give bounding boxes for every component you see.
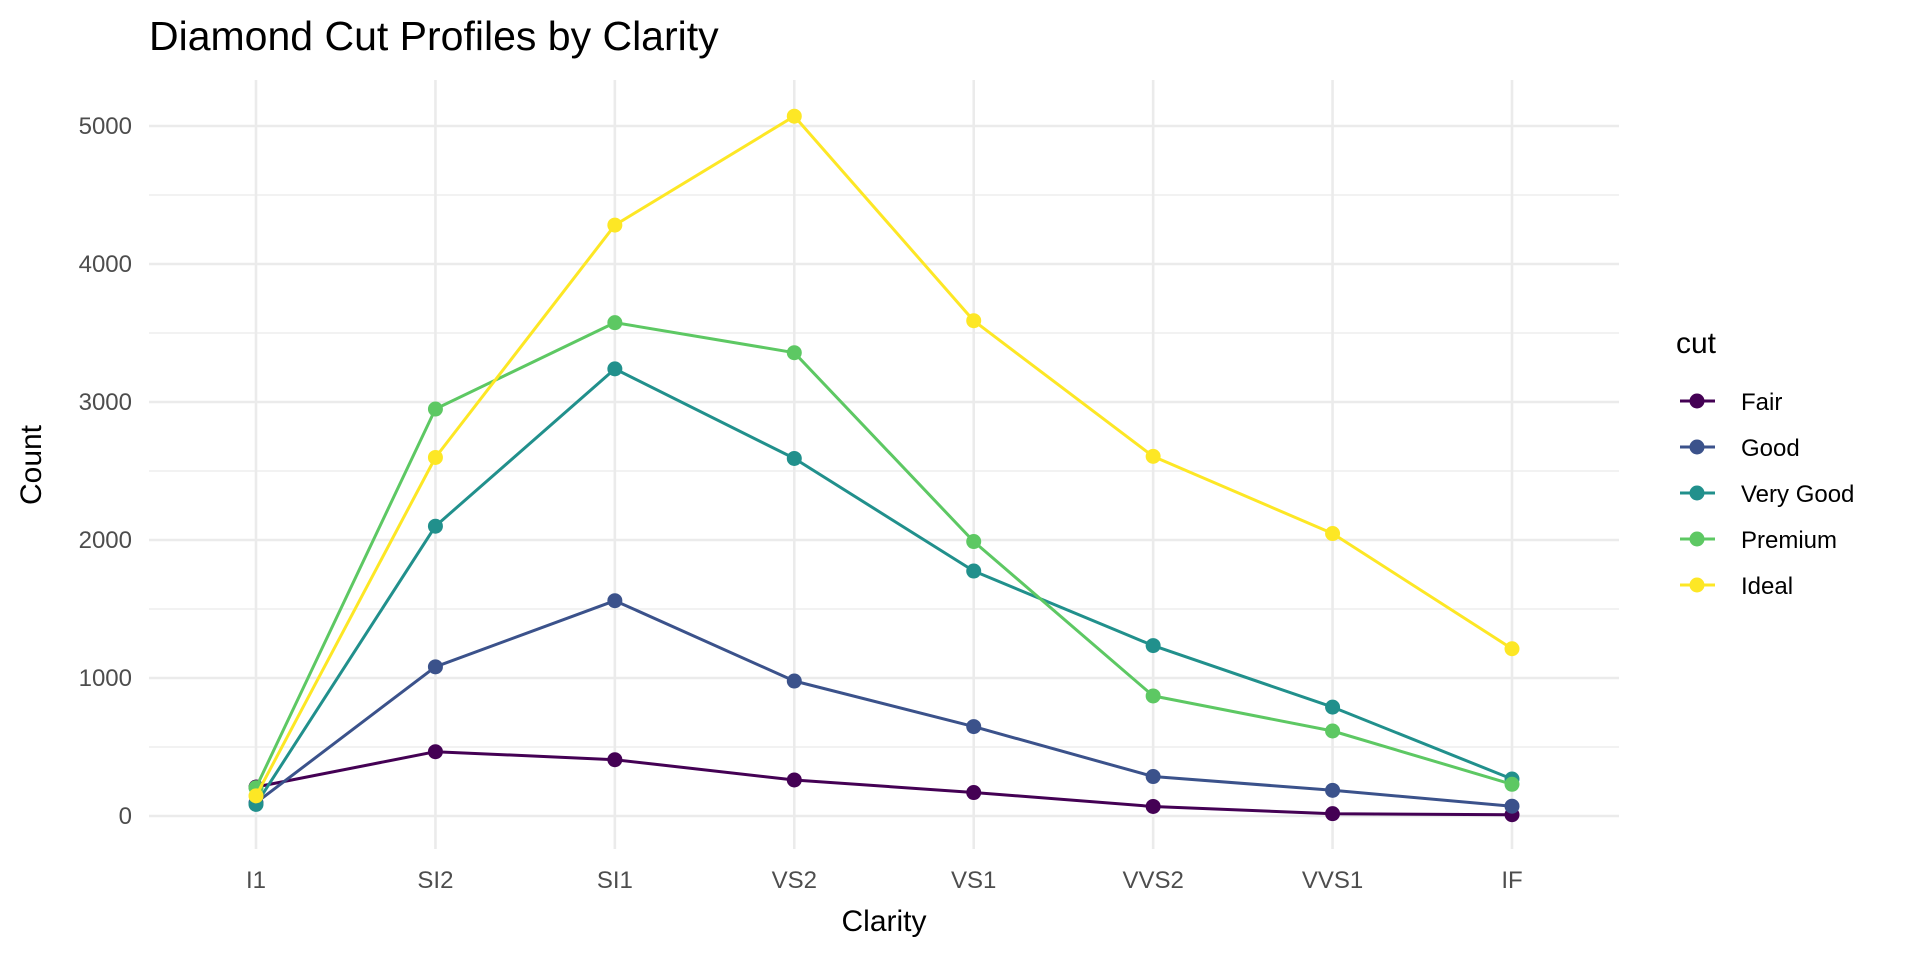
legend-label: Good	[1741, 435, 1800, 462]
legend-key-point	[1689, 393, 1705, 409]
legend-key-point	[1689, 531, 1705, 547]
legend-title: cut	[1676, 327, 1717, 360]
legend-key-point	[1689, 577, 1705, 593]
data-point-good	[607, 593, 623, 609]
data-point-fair	[1145, 798, 1161, 814]
y-axis-ticks: 0 1000 2000 3000 4000 5000	[79, 113, 132, 830]
data-point-ideal	[607, 217, 623, 233]
data-point-premium	[1145, 688, 1161, 704]
legend-key-point	[1689, 439, 1705, 455]
series-line-good	[255, 599, 1513, 808]
series-line-fair	[255, 750, 1513, 817]
series-fair	[248, 744, 1520, 823]
legend-label: Ideal	[1741, 573, 1793, 600]
legend-label: Premium	[1741, 527, 1837, 554]
x-axis-ticks: I1 SI2 SI1 VS2 VS1 VVS2 VVS1 IF	[246, 867, 1523, 894]
x-tick-label: I1	[246, 867, 266, 894]
data-point-ideal	[1504, 641, 1520, 657]
y-axis-title: Count	[15, 424, 48, 505]
data-point-fair	[427, 744, 443, 760]
data-point-good	[966, 719, 982, 735]
data-point-good	[427, 659, 443, 675]
series-premium	[248, 315, 1520, 796]
legend-label: Very Good	[1741, 481, 1854, 508]
x-tick-label: VS1	[951, 867, 996, 894]
y-tick-label: 2000	[79, 527, 132, 554]
data-point-very-good	[966, 563, 982, 579]
data-point-very-good	[607, 361, 623, 377]
data-point-ideal	[1325, 526, 1341, 542]
data-point-good	[1145, 769, 1161, 785]
x-axis-title: Clarity	[841, 905, 926, 938]
y-tick-label: 0	[119, 803, 132, 830]
data-point-ideal	[1145, 448, 1161, 464]
data-point-premium	[427, 401, 443, 417]
y-tick-label: 3000	[79, 389, 132, 416]
series-ideal	[248, 108, 1520, 804]
legend-key-point	[1689, 485, 1705, 501]
data-point-good	[1504, 798, 1520, 814]
data-point-premium	[607, 315, 623, 331]
x-tick-label: SI2	[417, 867, 453, 894]
x-tick-label: SI1	[597, 867, 633, 894]
data-point-fair	[1325, 806, 1341, 822]
y-tick-label: 4000	[79, 251, 132, 278]
data-point-fair	[786, 772, 802, 788]
series-line-very-good	[254, 367, 1513, 806]
data-point-fair	[966, 785, 982, 801]
data-point-good	[786, 673, 802, 689]
data-point-premium	[1504, 776, 1520, 792]
x-tick-label: VS2	[772, 867, 817, 894]
y-tick-label: 1000	[79, 665, 132, 692]
data-point-very-good	[1145, 638, 1161, 654]
data-point-ideal	[786, 108, 802, 124]
x-tick-label: VVS1	[1302, 867, 1363, 894]
legend-item-fair: Fair	[1680, 389, 1782, 416]
data-point-ideal	[966, 313, 982, 329]
series-layer	[248, 108, 1520, 823]
data-point-very-good	[427, 518, 443, 534]
x-tick-label: IF	[1501, 867, 1522, 894]
series-line-premium	[254, 321, 1513, 789]
data-point-very-good	[1325, 699, 1341, 715]
data-point-premium	[786, 345, 802, 361]
data-point-ideal	[248, 788, 264, 804]
chart-title: Diamond Cut Profiles by Clarity	[149, 13, 719, 59]
legend-item-premium: Premium	[1680, 527, 1837, 554]
data-point-fair	[607, 752, 623, 768]
series-very-good	[248, 361, 1520, 812]
legend: cut Fair Good Very Good Premium Ideal	[1676, 327, 1854, 600]
legend-label: Fair	[1741, 389, 1782, 416]
x-tick-label: VVS2	[1122, 867, 1183, 894]
legend-item-ideal: Ideal	[1680, 573, 1793, 600]
y-tick-label: 5000	[79, 113, 132, 140]
legend-item-good: Good	[1680, 435, 1800, 462]
data-point-good	[1325, 782, 1341, 798]
series-line-ideal	[254, 114, 1513, 797]
data-point-very-good	[786, 450, 802, 466]
legend-item-very-good: Very Good	[1680, 481, 1854, 508]
data-point-premium	[966, 534, 982, 550]
data-point-premium	[1325, 723, 1341, 739]
data-point-ideal	[427, 449, 443, 465]
